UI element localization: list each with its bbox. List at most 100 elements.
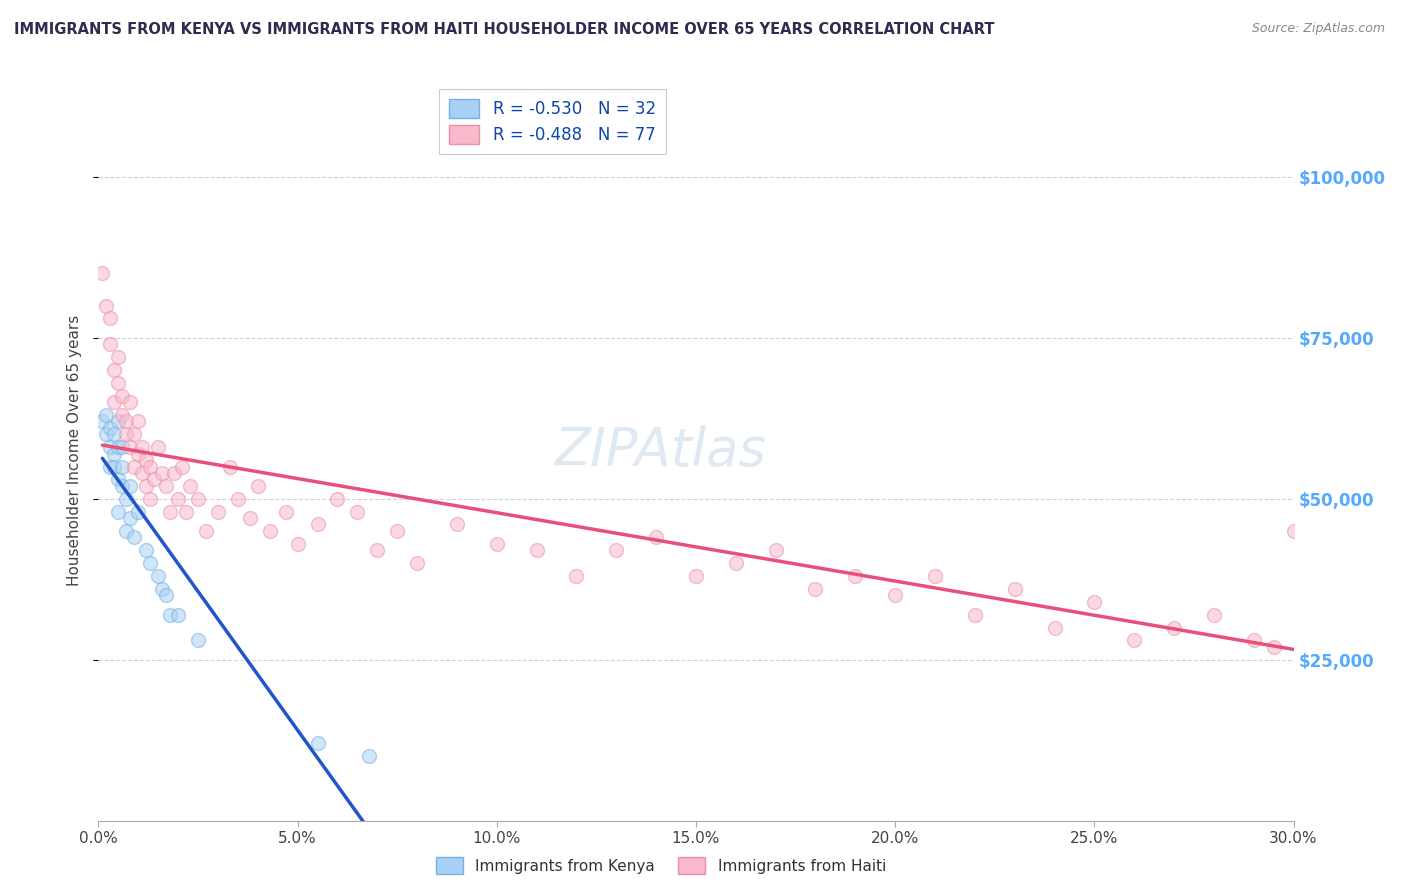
Point [111, 440, 134, 454]
Point [1302, 633, 1324, 648]
Point [645, 530, 668, 544]
Point [111, 459, 134, 474]
Point [120, 440, 142, 454]
Point [226, 491, 249, 506]
Point [167, 491, 190, 506]
Point [115, 524, 138, 538]
Point [148, 440, 170, 454]
Point [346, 505, 368, 519]
Point [385, 524, 409, 538]
Point [139, 459, 162, 474]
Point [120, 511, 142, 525]
Point [207, 505, 229, 519]
Point [155, 588, 177, 602]
Point [406, 556, 429, 570]
Point [148, 569, 170, 583]
Point [127, 447, 149, 461]
Point [187, 491, 209, 506]
Point [103, 395, 125, 409]
Point [844, 569, 866, 583]
Point [96, 299, 118, 313]
Point [159, 505, 181, 519]
Point [172, 459, 194, 474]
Point [167, 607, 190, 622]
Point [115, 427, 138, 442]
Point [124, 427, 146, 442]
Point [120, 395, 142, 409]
Point [124, 530, 146, 544]
Point [326, 491, 349, 506]
Point [174, 505, 197, 519]
Point [1202, 607, 1225, 622]
Y-axis label: Householder Income Over 65 years: Householder Income Over 65 years [67, 315, 83, 586]
Point [187, 633, 209, 648]
Point [98, 337, 122, 351]
Point [239, 511, 262, 525]
Text: ZIPAtlas: ZIPAtlas [554, 425, 766, 476]
Legend: R = -0.530   N = 32, R = -0.488   N = 77: R = -0.530 N = 32, R = -0.488 N = 77 [439, 88, 666, 153]
Point [287, 537, 309, 551]
Point [446, 517, 468, 532]
Point [1004, 582, 1026, 596]
Point [127, 415, 149, 429]
Point [765, 543, 787, 558]
Legend: Immigrants from Kenya, Immigrants from Haiti: Immigrants from Kenya, Immigrants from H… [429, 851, 893, 880]
Point [155, 479, 177, 493]
Point [526, 543, 548, 558]
Point [1322, 607, 1344, 622]
Point [804, 582, 827, 596]
Text: IMMIGRANTS FROM KENYA VS IMMIGRANTS FROM HAITI HOUSEHOLDER INCOME OVER 65 YEARS : IMMIGRANTS FROM KENYA VS IMMIGRANTS FROM… [14, 22, 994, 37]
Point [98, 459, 122, 474]
Point [307, 736, 329, 750]
Point [96, 427, 118, 442]
Point [1282, 524, 1305, 538]
Point [131, 440, 153, 454]
Point [1243, 633, 1265, 648]
Point [246, 479, 269, 493]
Point [485, 537, 508, 551]
Point [163, 466, 186, 480]
Point [685, 569, 707, 583]
Point [98, 311, 122, 326]
Point [565, 569, 588, 583]
Point [127, 505, 149, 519]
Point [159, 607, 181, 622]
Point [724, 556, 747, 570]
Point [96, 408, 118, 422]
Point [107, 415, 129, 429]
Point [1123, 633, 1146, 648]
Point [359, 749, 381, 764]
Point [111, 408, 134, 422]
Point [963, 607, 986, 622]
Point [1343, 640, 1365, 654]
Point [135, 543, 157, 558]
Point [274, 505, 297, 519]
Point [91, 415, 114, 429]
Point [143, 472, 166, 486]
Point [111, 479, 134, 493]
Point [103, 363, 125, 377]
Point [107, 440, 129, 454]
Point [115, 415, 138, 429]
Point [107, 376, 129, 390]
Point [107, 350, 129, 364]
Point [366, 543, 388, 558]
Point [135, 479, 157, 493]
Point [139, 491, 162, 506]
Point [1362, 646, 1385, 660]
Point [195, 524, 218, 538]
Point [139, 556, 162, 570]
Point [115, 491, 138, 506]
Point [131, 466, 153, 480]
Point [103, 459, 125, 474]
Point [259, 524, 281, 538]
Point [103, 427, 125, 442]
Point [1083, 595, 1105, 609]
Point [605, 543, 627, 558]
Text: Source: ZipAtlas.com: Source: ZipAtlas.com [1251, 22, 1385, 36]
Point [884, 588, 907, 602]
Point [219, 459, 242, 474]
Point [124, 459, 146, 474]
Point [107, 472, 129, 486]
Point [1163, 620, 1185, 634]
